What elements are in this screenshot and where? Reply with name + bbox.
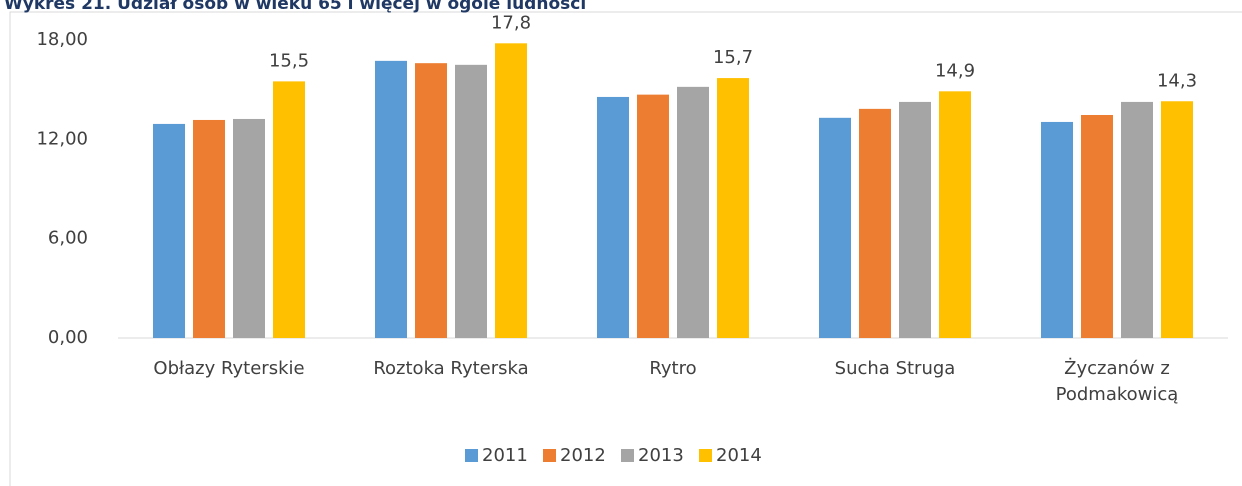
- data-label: 15,7: [713, 47, 753, 68]
- bar: [717, 78, 749, 339]
- y-tick-label: 6,00: [48, 228, 88, 249]
- bar: [233, 118, 265, 338]
- bar: [899, 101, 931, 338]
- x-tick-label: Obłazy Ryterskie: [153, 358, 305, 379]
- y-tick-label: 0,00: [48, 327, 88, 348]
- bar: [859, 108, 891, 338]
- data-label: 14,3: [1157, 70, 1197, 91]
- data-label: 14,9: [935, 60, 975, 81]
- bar: [415, 63, 447, 339]
- x-tick-label: Sucha Struga: [834, 358, 956, 379]
- legend-swatch: [621, 449, 634, 462]
- x-tick-label: Życzanów z Podmakowicą: [1055, 358, 1179, 405]
- bar: [637, 94, 669, 338]
- bar: [455, 64, 487, 338]
- bar: [153, 123, 185, 338]
- legend-swatch: [465, 449, 478, 462]
- y-tick-label: 12,00: [36, 128, 88, 149]
- data-label: 17,8: [491, 12, 531, 33]
- legend-label: 2012: [560, 445, 606, 466]
- x-tick-label: Rytro: [649, 358, 697, 379]
- chart-frame: [9, 11, 1242, 486]
- legend-label: 2014: [716, 445, 762, 466]
- bar: [1121, 101, 1153, 338]
- bar: [193, 119, 225, 338]
- bar: [597, 96, 629, 338]
- chart-title: Wykres 21. Udział osób w wieku 65 i więc…: [4, 0, 586, 14]
- bar: [273, 81, 305, 338]
- bar: [495, 43, 527, 339]
- legend-swatch: [699, 449, 712, 462]
- data-label: 15,5: [269, 50, 309, 71]
- bar: [1161, 101, 1193, 338]
- bar: [677, 86, 709, 338]
- legend-label: 2013: [638, 445, 684, 466]
- y-tick-label: 18,00: [36, 29, 88, 50]
- bar: [1041, 121, 1073, 338]
- legend-swatch: [543, 449, 556, 462]
- bar: [939, 91, 971, 338]
- bar: [819, 117, 851, 338]
- bar: [375, 60, 407, 339]
- bar: [1081, 114, 1113, 338]
- x-tick-label: Roztoka Ryterska: [373, 358, 529, 379]
- legend-label: 2011: [482, 445, 528, 466]
